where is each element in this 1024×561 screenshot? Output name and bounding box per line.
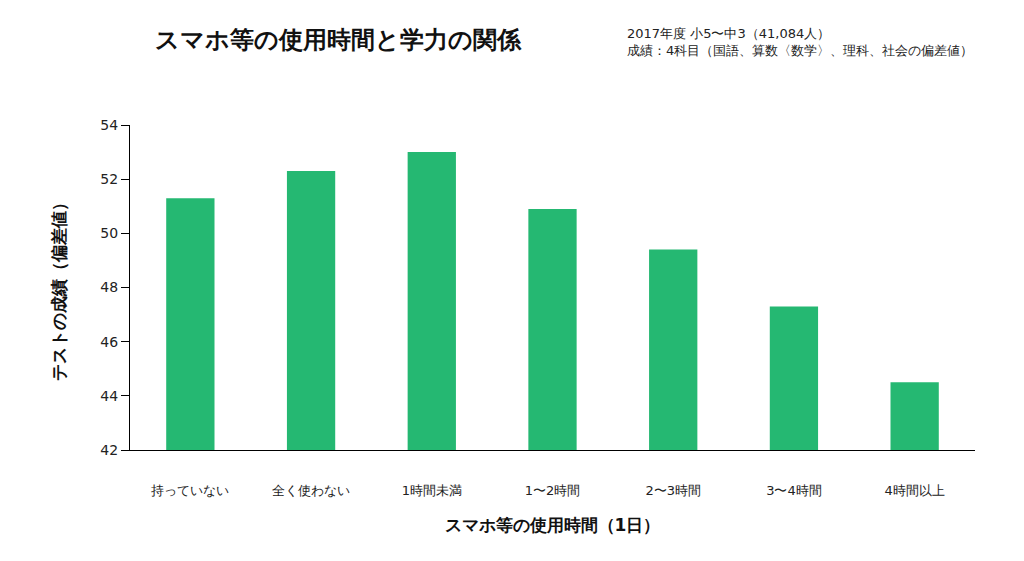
svg-text:50: 50 (100, 225, 118, 241)
svg-text:2〜3時間: 2〜3時間 (645, 483, 701, 498)
svg-text:54: 54 (100, 117, 118, 133)
svg-text:2017年度 小5〜中3（41,084人）成績：4科目（国語: 2017年度 小5〜中3（41,084人）成績：4科目（国語、算数〈数学〉、理科… (627, 26, 973, 58)
svg-text:全く使わない: 全く使わない (272, 483, 350, 498)
svg-text:テストの成績（偏差値）: テストの成績（偏差値） (49, 194, 69, 381)
svg-text:スマホ等の使用時間（1日）: スマホ等の使用時間（1日） (445, 515, 661, 535)
svg-text:スマホ等の使用時間と学力の関係: スマホ等の使用時間と学力の関係 (155, 26, 522, 54)
svg-text:46: 46 (100, 334, 118, 350)
svg-text:1〜2時間: 1〜2時間 (525, 483, 581, 498)
svg-text:1時間未満: 1時間未満 (402, 483, 462, 498)
svg-text:42: 42 (100, 442, 118, 458)
svg-text:4時間以上: 4時間以上 (884, 483, 944, 498)
svg-text:44: 44 (100, 388, 118, 404)
svg-text:持っていない: 持っていない (151, 483, 229, 498)
svg-text:52: 52 (100, 171, 118, 187)
svg-text:3〜4時間: 3〜4時間 (766, 483, 822, 498)
svg-text:48: 48 (100, 279, 118, 295)
